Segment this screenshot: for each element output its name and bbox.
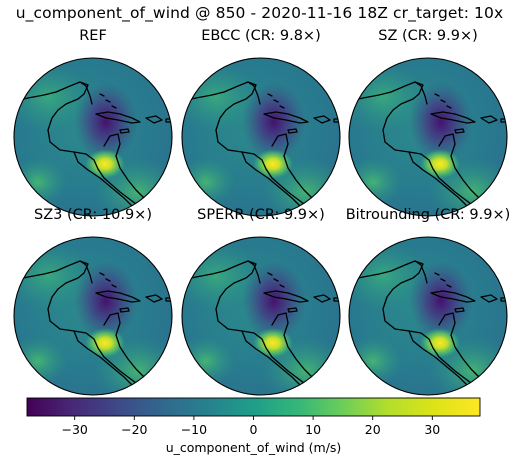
wind-maximum	[253, 149, 293, 179]
colorbar-tick-label: 20	[365, 422, 381, 437]
colorbar-gradient	[26, 397, 481, 417]
globe-outline	[348, 236, 508, 396]
wind-maximum	[420, 149, 460, 179]
colorbar: −30 −20 −10 0 10 20 30	[26, 397, 481, 437]
colorbar-tick-label: −20	[121, 422, 147, 437]
wind-minimum	[242, 82, 306, 162]
panel-sz3: SZ3 (CR: 10.9×)	[8, 207, 178, 407]
globe-outline	[181, 236, 341, 396]
panel-title: SZ3 (CR: 10.9×)	[34, 207, 152, 223]
globe-map	[348, 236, 508, 396]
wind-minimum	[242, 261, 306, 341]
wind-maximum	[85, 328, 125, 358]
coastlines	[14, 81, 172, 216]
wind-minimum	[74, 261, 138, 341]
globe-map	[13, 236, 173, 396]
globe-map	[181, 236, 341, 396]
coastlines	[182, 81, 340, 216]
panel-sz: SZ (CR: 9.9×)	[343, 28, 513, 228]
globe-map	[181, 57, 341, 217]
wind-field	[349, 237, 507, 395]
panel-ebcc: EBCC (CR: 9.8×)	[176, 28, 346, 228]
globe-outline	[13, 236, 173, 396]
panel-title: REF	[79, 28, 107, 44]
wind-minimum	[409, 82, 473, 162]
wind-field	[182, 237, 340, 395]
panel-title: SPERR (CR: 9.9×)	[197, 207, 325, 223]
wind-minimum	[74, 82, 138, 162]
wind-minimum	[409, 261, 473, 341]
wind-maximum	[420, 328, 460, 358]
wind-field	[14, 237, 172, 395]
panel-ref: REF	[8, 28, 178, 228]
colorbar-ticks: −30 −20 −10 0 10 20 30	[61, 416, 440, 437]
wind-maximum	[253, 328, 293, 358]
globe-outline	[181, 57, 341, 217]
globe-outline	[348, 57, 508, 217]
globe-map	[348, 57, 508, 217]
globe-map	[13, 57, 173, 217]
colorbar-tick-label: 0	[250, 422, 258, 437]
panel-sperr: SPERR (CR: 9.9×)	[176, 207, 346, 407]
panel-title: EBCC (CR: 9.8×)	[201, 28, 321, 44]
wind-field	[14, 58, 172, 216]
panel-bitrounding: Bitrounding (CR: 9.9×)	[343, 207, 513, 407]
globe-outline	[13, 57, 173, 217]
colorbar-tick-label: 30	[424, 422, 440, 437]
figure-title: u_component_of_wind @ 850 - 2020-11-16 1…	[15, 4, 504, 22]
wind-maximum	[85, 149, 125, 179]
wind-field	[349, 58, 507, 216]
panel-title: Bitrounding (CR: 9.9×)	[345, 207, 511, 223]
colorbar-tick-label: 10	[305, 422, 321, 437]
panel-title: SZ (CR: 9.9×)	[378, 28, 478, 44]
colorbar-tick-label: −10	[181, 422, 207, 437]
colorbar-tick-label: −30	[61, 422, 87, 437]
colorbar-label: u_component_of_wind (m/s)	[165, 440, 342, 455]
wind-field	[182, 58, 340, 216]
